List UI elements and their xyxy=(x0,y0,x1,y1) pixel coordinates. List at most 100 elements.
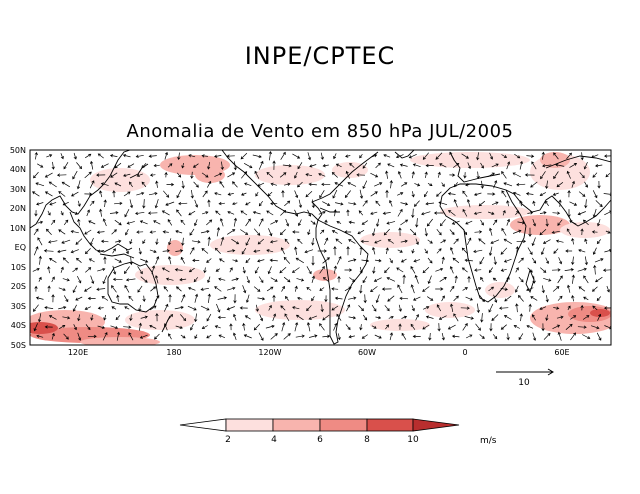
wind-arrow xyxy=(89,160,94,170)
wind-arrow xyxy=(77,314,81,322)
wind-arrow xyxy=(319,287,325,291)
wind-arrow xyxy=(187,305,197,311)
wind-arrow xyxy=(181,163,185,169)
wind-arrow xyxy=(227,172,236,178)
wind-arrow xyxy=(571,274,575,284)
wind-arrow xyxy=(375,162,381,169)
wind-arrow xyxy=(333,322,338,331)
wind-arrow xyxy=(570,315,577,320)
wind-arrow xyxy=(567,209,571,218)
wind-arrow xyxy=(436,228,442,236)
shading-patch xyxy=(210,235,290,255)
wind-arrow xyxy=(61,181,70,188)
wind-arrow xyxy=(579,172,585,179)
wind-arrow xyxy=(244,182,252,187)
wind-arrow xyxy=(584,199,588,209)
wind-arrow xyxy=(124,306,130,310)
wind-arrow xyxy=(515,303,519,313)
wind-arrow xyxy=(257,297,266,301)
wind-arrow xyxy=(500,268,507,272)
wind-arrow xyxy=(284,238,290,245)
wind-arrow xyxy=(116,294,120,302)
wind-arrow xyxy=(306,266,312,275)
wind-arrow xyxy=(528,227,532,237)
wind-arrow xyxy=(531,161,537,170)
wind-arrow xyxy=(453,182,458,188)
wind-vector-field xyxy=(32,151,611,341)
wind-arrow xyxy=(51,276,55,283)
wind-arrow xyxy=(214,325,221,329)
wind-arrow xyxy=(60,153,64,160)
wind-arrow xyxy=(526,287,534,292)
wind-arrow xyxy=(424,171,428,178)
wind-arrow xyxy=(84,306,91,310)
wind-arrow xyxy=(88,258,95,263)
wind-arrow xyxy=(103,314,107,321)
wind-arrow xyxy=(552,324,561,330)
wind-arrow xyxy=(479,256,485,265)
wind-arrow xyxy=(240,210,248,216)
shading-patch xyxy=(30,322,58,334)
wind-arrow xyxy=(362,162,368,169)
wind-arrow xyxy=(580,152,584,161)
wind-arrow xyxy=(427,296,434,301)
wind-arrow xyxy=(370,172,379,178)
wind-arrow xyxy=(539,192,546,197)
wind-arrow xyxy=(142,239,146,244)
wind-arrow xyxy=(395,154,404,159)
wind-arrow xyxy=(449,303,454,312)
wind-arrow xyxy=(96,173,106,177)
wind-arrow xyxy=(555,239,564,243)
wind-arrow xyxy=(371,246,376,255)
wind-arrow xyxy=(140,276,148,283)
wind-arrow xyxy=(178,202,188,206)
lon-tick-label: 120E xyxy=(68,348,88,357)
wind-arrow xyxy=(467,162,471,170)
wind-arrow xyxy=(102,218,107,227)
wind-arrow xyxy=(557,331,562,341)
wind-arrow xyxy=(543,332,551,340)
wind-arrow xyxy=(129,314,133,322)
wind-arrow xyxy=(84,171,92,179)
wind-arrow xyxy=(214,154,222,158)
wind-arrow xyxy=(72,211,79,215)
wind-arrow xyxy=(246,276,251,284)
wind-arrow xyxy=(76,275,82,284)
wind-arrow xyxy=(194,199,199,208)
wind-arrow xyxy=(324,237,329,246)
wind-arrow xyxy=(397,170,402,179)
wind-arrow xyxy=(163,190,170,198)
wind-arrow xyxy=(539,267,547,273)
wind-arrow xyxy=(268,151,273,161)
wind-arrow xyxy=(291,267,300,273)
wind-arrow xyxy=(386,221,396,225)
wind-arrow xyxy=(503,182,513,187)
wind-arrow xyxy=(280,210,287,216)
wind-arrow xyxy=(440,239,447,244)
wind-arrow xyxy=(226,306,235,311)
wind-arrow xyxy=(449,285,455,292)
wind-arrow xyxy=(33,228,39,236)
wind-arrow xyxy=(190,189,194,199)
wind-arrow xyxy=(401,182,408,187)
wind-arrow xyxy=(334,182,344,187)
wind-arrow xyxy=(582,315,590,320)
wind-arrow xyxy=(473,211,482,215)
lat-tick-label: EQ xyxy=(15,243,26,252)
wind-arrow xyxy=(331,230,338,234)
wind-arrow xyxy=(344,286,352,292)
wind-arrow xyxy=(410,266,416,274)
wind-arrow xyxy=(422,267,430,274)
wind-arrow xyxy=(176,190,182,199)
wind-arrow xyxy=(389,199,393,207)
wind-arrow xyxy=(232,259,239,263)
wind-arrow xyxy=(111,306,117,310)
wind-arrow xyxy=(461,153,469,159)
wind-arrow xyxy=(115,315,121,321)
wind-arrow xyxy=(590,325,600,330)
wind-arrow xyxy=(96,287,106,291)
wind-arrow xyxy=(375,218,380,227)
wind-arrow xyxy=(102,275,108,285)
wind-arrow xyxy=(359,284,363,294)
